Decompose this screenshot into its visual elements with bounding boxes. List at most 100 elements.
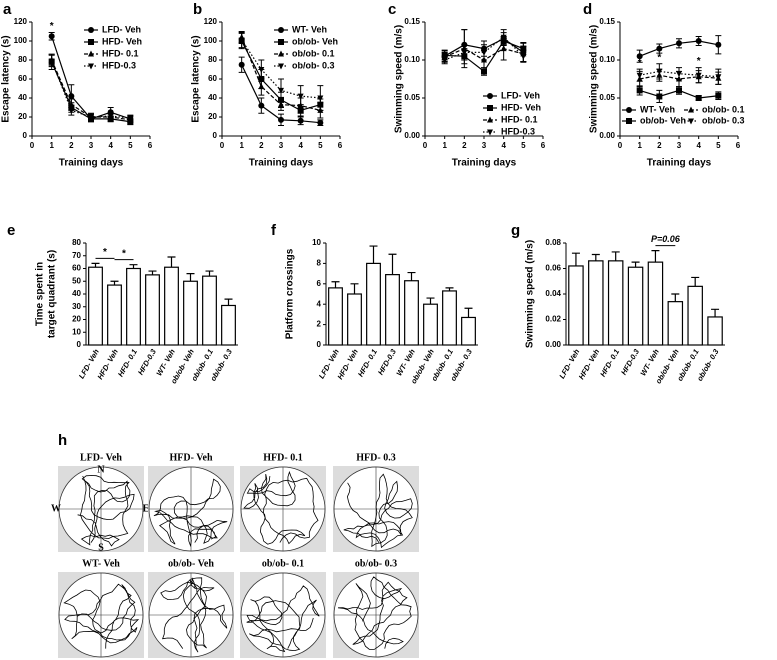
bar xyxy=(568,265,584,346)
y-tick-label: 60 xyxy=(208,74,217,83)
bar xyxy=(164,266,179,346)
panel-label: g xyxy=(511,222,520,239)
x-tick-label: 4 xyxy=(108,141,113,150)
x-tick-label: 3 xyxy=(279,141,284,150)
error-bar xyxy=(167,256,176,268)
legend-label: HFD- Veh xyxy=(501,102,541,112)
x-axis-label: Training days xyxy=(249,158,314,169)
x-tick-label: 5 xyxy=(716,141,721,150)
compass-label: W xyxy=(51,503,61,514)
x-tick-label: 1 xyxy=(239,141,244,150)
annotation: * xyxy=(103,247,107,258)
marker xyxy=(238,37,245,44)
error-bar xyxy=(426,297,435,305)
marker xyxy=(278,87,284,94)
legend-label: HFD-0.3 xyxy=(102,60,136,70)
marker xyxy=(88,39,94,45)
y-tick-label: 0 xyxy=(213,131,218,140)
x-tick-label: 5 xyxy=(128,141,133,150)
y-tick-label: 0.10 xyxy=(599,55,615,64)
x-tick-label: 4 xyxy=(298,141,303,150)
y-tick-label: 0 xyxy=(317,340,322,349)
x-tick-label: 6 xyxy=(338,141,343,150)
y-tick-label: 20 xyxy=(18,112,27,121)
y-tick-label: 10 xyxy=(312,238,321,247)
y-tick-label: 0.05 xyxy=(404,93,420,102)
y-tick-label: 0.06 xyxy=(545,264,561,273)
annotation: * xyxy=(122,248,126,259)
marker xyxy=(278,116,284,123)
y-tick-label: 0 xyxy=(77,340,82,349)
y-tick-label: 20 xyxy=(208,112,217,121)
marker xyxy=(656,45,663,52)
marker xyxy=(441,57,448,64)
y-axis-label: Escape latency (s) xyxy=(191,35,202,122)
marker xyxy=(317,95,324,102)
bar xyxy=(328,287,343,346)
error-bar xyxy=(350,283,359,294)
y-tick-label: 10 xyxy=(72,327,81,336)
marker xyxy=(68,93,75,100)
x-tick-label: 2 xyxy=(657,141,662,150)
marker xyxy=(656,93,663,100)
marker xyxy=(487,116,493,123)
marker xyxy=(258,102,265,109)
marker xyxy=(715,41,722,48)
error-bar xyxy=(91,262,100,268)
panel-label: c xyxy=(388,1,396,18)
legend-label: HFD-0.3 xyxy=(501,126,535,136)
error-bar xyxy=(224,298,233,306)
compass-label: S xyxy=(98,542,104,553)
marker xyxy=(487,93,493,99)
y-axis-label: Escape latency (s) xyxy=(1,35,12,122)
marker xyxy=(688,118,694,125)
legend-label: WT- Veh xyxy=(640,104,675,114)
track-title: HFD- Veh xyxy=(169,452,213,463)
marker xyxy=(676,87,682,94)
y-axis-label: Platform crossings xyxy=(285,248,296,339)
y-tick-label: 0.00 xyxy=(404,131,420,140)
marker xyxy=(127,115,134,122)
compass-label: N xyxy=(97,464,105,475)
marker xyxy=(88,27,94,33)
marker xyxy=(715,92,722,99)
legend-label: ob/ob- 0.1 xyxy=(702,104,745,114)
y-tick-label: 60 xyxy=(72,264,81,273)
y-tick-label: 0.10 xyxy=(404,55,420,64)
x-axis-label: Training days xyxy=(647,158,712,169)
marker xyxy=(88,114,94,121)
track-title: HFD- 0.3 xyxy=(356,452,395,463)
marker xyxy=(520,53,527,60)
x-tick-label: HFD- 0.1 xyxy=(598,347,621,378)
legend-label: ob/ob- Veh xyxy=(640,115,686,125)
track-title: HFD- 0.1 xyxy=(263,452,302,463)
marker xyxy=(238,61,245,68)
marker xyxy=(481,68,487,75)
y-tick-label: 120 xyxy=(204,17,218,26)
error-bar xyxy=(110,280,119,286)
swim-path xyxy=(343,473,413,549)
x-axis-label: Training days xyxy=(452,158,517,169)
marker xyxy=(695,72,702,79)
track-title: ob/ob- Veh xyxy=(168,558,214,569)
x-tick-label: 2 xyxy=(69,141,74,150)
marker xyxy=(688,106,694,113)
annotation: * xyxy=(697,56,701,67)
error-bar xyxy=(129,264,138,269)
bar xyxy=(126,267,141,346)
marker xyxy=(636,72,643,79)
annotation: * xyxy=(50,21,54,32)
y-tick-label: 60 xyxy=(18,74,27,83)
legend-label: HFD- Veh xyxy=(102,36,142,46)
bar xyxy=(202,275,217,346)
series-line xyxy=(639,74,719,80)
swim-path xyxy=(153,478,228,548)
bar xyxy=(442,290,457,346)
y-tick-label: 0.04 xyxy=(545,289,561,298)
y-tick-label: 100 xyxy=(204,36,218,45)
x-tick-label: 3 xyxy=(89,141,94,150)
bar xyxy=(461,316,476,346)
error-bar xyxy=(671,293,680,302)
legend-label: HFD- 0.1 xyxy=(102,48,139,58)
